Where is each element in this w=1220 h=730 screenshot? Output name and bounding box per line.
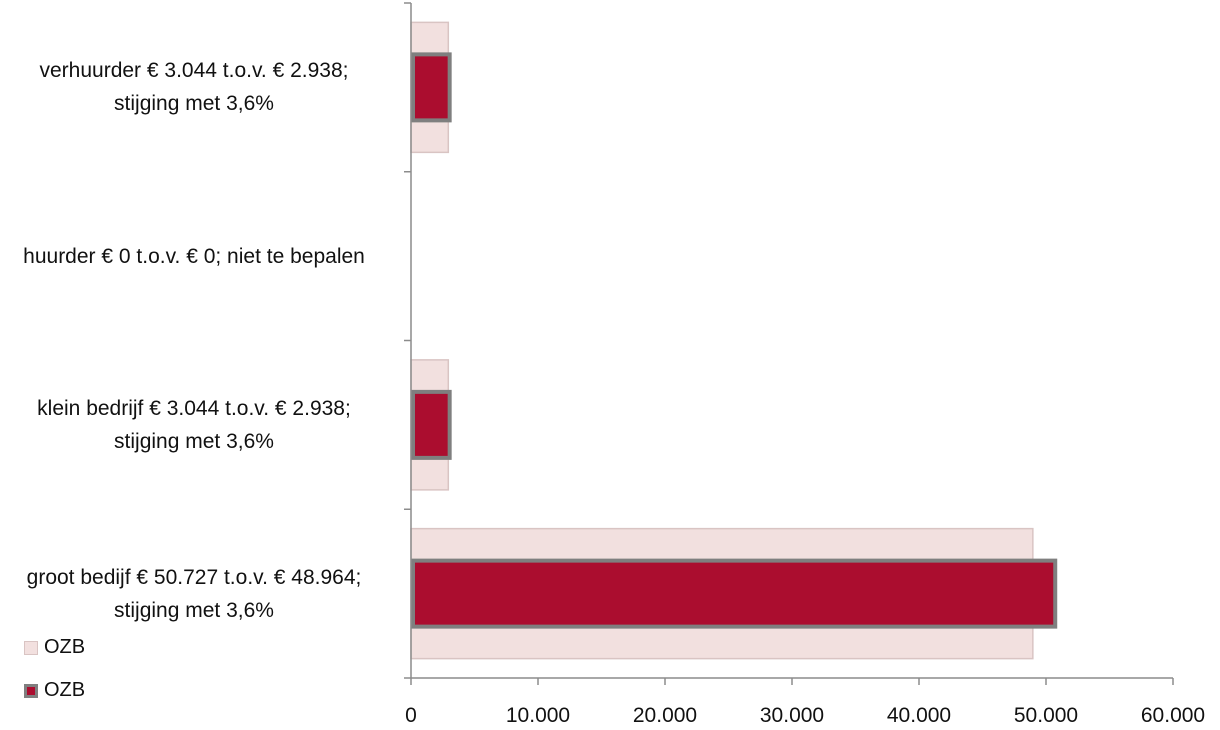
x-tick-label-0: 0	[405, 704, 417, 727]
x-tick-label-5: 50.000	[1014, 704, 1078, 727]
category-label-2: huurder € 0 t.o.v. € 0; niet te bepalen	[23, 244, 365, 268]
legend-item-1: OZB	[24, 679, 85, 702]
bar-foreground-1	[411, 389, 452, 460]
category-label-1: klein bedrijf € 3.044 t.o.v. € 2.938; st…	[37, 396, 351, 453]
legend-label-0: OZB	[44, 636, 86, 658]
bar-foreground-0	[411, 558, 1058, 629]
legend-swatch-1	[24, 683, 38, 698]
bar-foreground-3	[411, 52, 452, 123]
category-label-0: groot bedijf € 50.727 t.o.v. € 48.964; s…	[26, 565, 362, 622]
legend-label-1: OZB	[44, 679, 86, 701]
legend-item-0: OZB	[24, 636, 85, 659]
x-tick-label-1: 10.000	[506, 704, 570, 727]
x-tick-label-4: 40.000	[887, 704, 951, 727]
x-tick-label-2: 20.000	[633, 704, 697, 727]
legend-swatch-0	[24, 640, 38, 655]
category-label-3: verhuurder € 3.044 t.o.v. € 2.938; stijg…	[39, 59, 349, 116]
x-tick-label-6: 60.000	[1141, 704, 1205, 727]
x-tick-label-3: 30.000	[760, 704, 824, 727]
